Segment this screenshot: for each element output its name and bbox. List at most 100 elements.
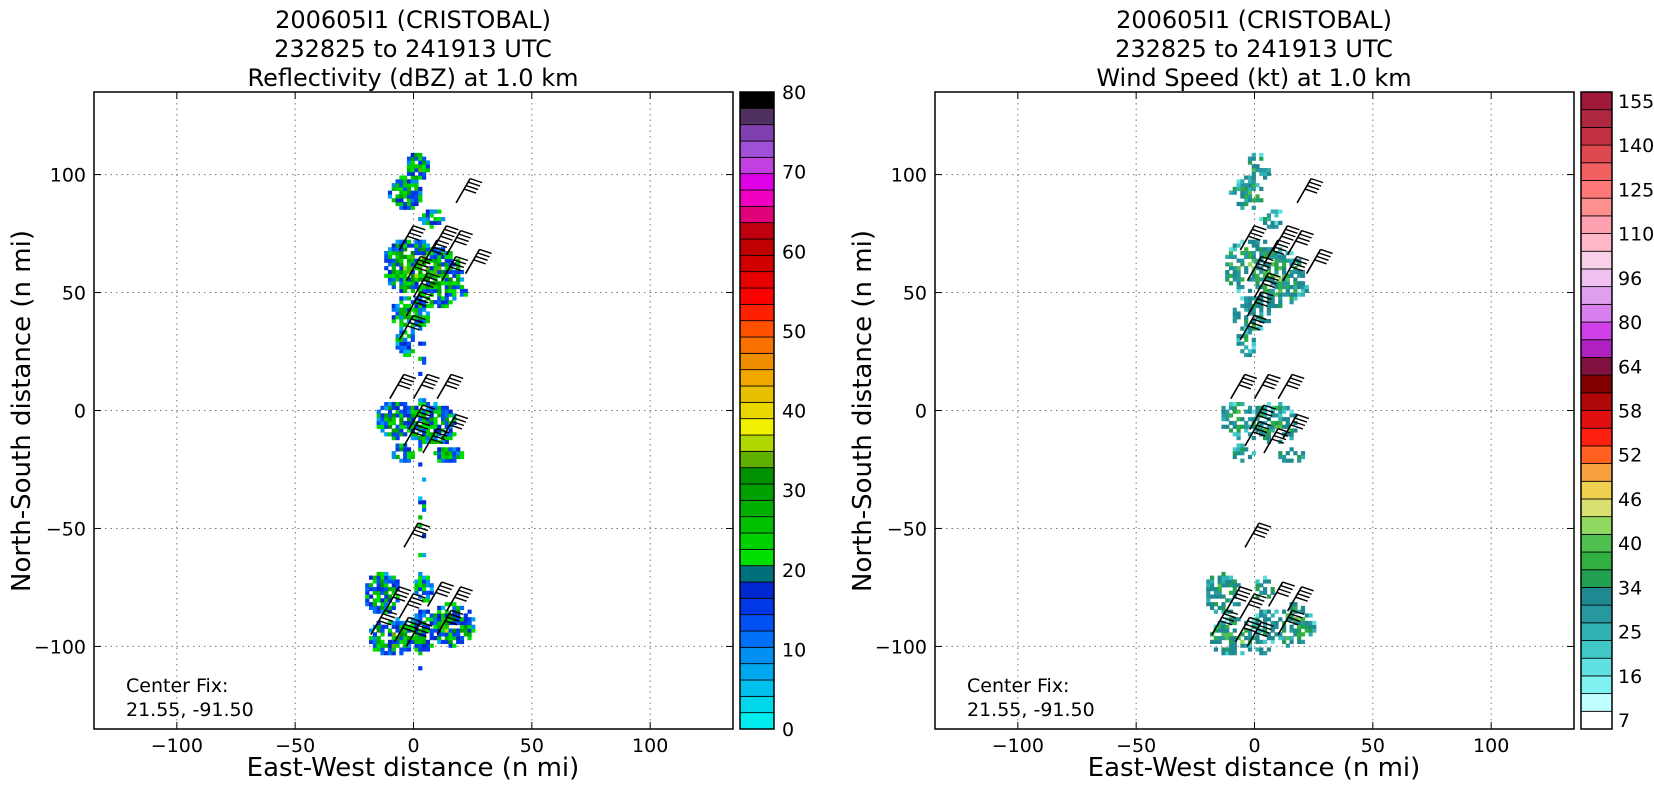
wind-barb-flag (407, 325, 420, 331)
field-cell (1270, 636, 1275, 641)
field-cell (429, 417, 434, 422)
field-cell (1304, 285, 1309, 290)
field-cell (448, 277, 453, 282)
field-cell (410, 262, 415, 267)
field-cell (459, 451, 465, 456)
field-cell (1263, 436, 1268, 441)
field-cell (1210, 639, 1215, 644)
field-cell (429, 220, 434, 225)
wind-barb-flag (1292, 262, 1306, 269)
field-cell (1263, 168, 1268, 173)
field-cell (1259, 269, 1264, 275)
colorbar-tick-label: 96 (1618, 268, 1642, 290)
field-cell (384, 402, 389, 407)
wind-barb-staff (412, 374, 429, 400)
field-cell (1285, 420, 1290, 426)
wind-barb-flag (458, 589, 471, 595)
field-cell (380, 624, 385, 629)
field-cell (1289, 436, 1294, 441)
field-cell (406, 258, 412, 263)
wind-barb-flag (1263, 404, 1276, 410)
field-cell (380, 424, 385, 429)
field-cell (1266, 266, 1271, 271)
wind-barb-flag (427, 373, 440, 380)
wind-barb-flag (1266, 275, 1279, 282)
field-cell (1228, 413, 1234, 418)
wind-barb-flag (398, 586, 412, 592)
y-tick-label: 0 (915, 401, 927, 423)
field-cell (376, 643, 381, 648)
wind-barb-flag (422, 404, 435, 410)
field-cell (403, 254, 408, 259)
field-cell (1240, 194, 1245, 199)
field-cell (391, 639, 396, 644)
field-cell (418, 356, 423, 361)
field-cell (403, 183, 408, 188)
field-cell (429, 413, 434, 418)
field-cell (422, 300, 427, 305)
field-cell (433, 209, 438, 214)
wind-barb-flag (1266, 377, 1279, 383)
field-cell (406, 262, 412, 267)
wind-barb-flag (446, 616, 460, 622)
field-cell (418, 307, 423, 312)
field-cell (448, 447, 453, 452)
field-cell (1270, 303, 1275, 309)
field-cell (1232, 277, 1237, 282)
wind-barb-flag (434, 431, 448, 437)
field-cell (1251, 326, 1256, 331)
field-cell (1274, 254, 1279, 259)
field-cell (1236, 424, 1241, 429)
field-cell (384, 624, 389, 629)
field-cell (1293, 451, 1298, 456)
field-cell (1297, 292, 1302, 297)
field-cell (1251, 205, 1256, 210)
field-cell (414, 156, 419, 161)
field-cell (1285, 424, 1290, 429)
wind-barbs (1211, 177, 1333, 647)
field-cell (433, 617, 438, 622)
field-cell (1266, 277, 1271, 282)
field-cell (1266, 262, 1271, 267)
field-cell (410, 254, 415, 259)
field-cell (1297, 636, 1302, 641)
field-cell (1221, 609, 1226, 614)
field-cell (369, 605, 374, 610)
field-cell (1263, 175, 1268, 180)
field-cell (1282, 624, 1287, 629)
field-cell (395, 579, 400, 584)
field-cell (403, 322, 408, 327)
x-axis-label: East-West distance (n mi) (247, 753, 580, 783)
wind-barb-flag (456, 236, 469, 243)
colorbar-tick-label: 125 (1618, 179, 1654, 201)
field-cell (1263, 269, 1268, 275)
field-cell (1232, 579, 1237, 584)
field-cell (1255, 647, 1260, 652)
field-cell (452, 413, 457, 418)
field-cell (1251, 186, 1256, 191)
field-cell (1300, 292, 1306, 297)
x-tick-label: 0 (407, 735, 419, 757)
field-cell (414, 198, 419, 203)
field-cell (399, 288, 404, 293)
field-cell (452, 273, 457, 278)
field-cell (387, 594, 393, 599)
chart-title-line-2: 232825 to 241913 UTC (274, 35, 552, 63)
field-cell (1263, 319, 1268, 324)
field-cell (425, 617, 430, 622)
field-cell (459, 285, 465, 290)
field-cell (387, 402, 393, 407)
field-cell (463, 632, 468, 637)
field-cell (467, 632, 472, 637)
field-cell (1251, 183, 1256, 188)
field-cell (1266, 617, 1271, 622)
x-tick-label: −50 (275, 735, 315, 757)
wind-barb-flag (411, 431, 425, 437)
field-cell (418, 326, 423, 331)
field-cell (441, 439, 446, 444)
field-cell (1225, 628, 1230, 633)
field-cell (425, 164, 430, 169)
field-cell (1232, 269, 1237, 275)
field-cell (1282, 609, 1287, 614)
